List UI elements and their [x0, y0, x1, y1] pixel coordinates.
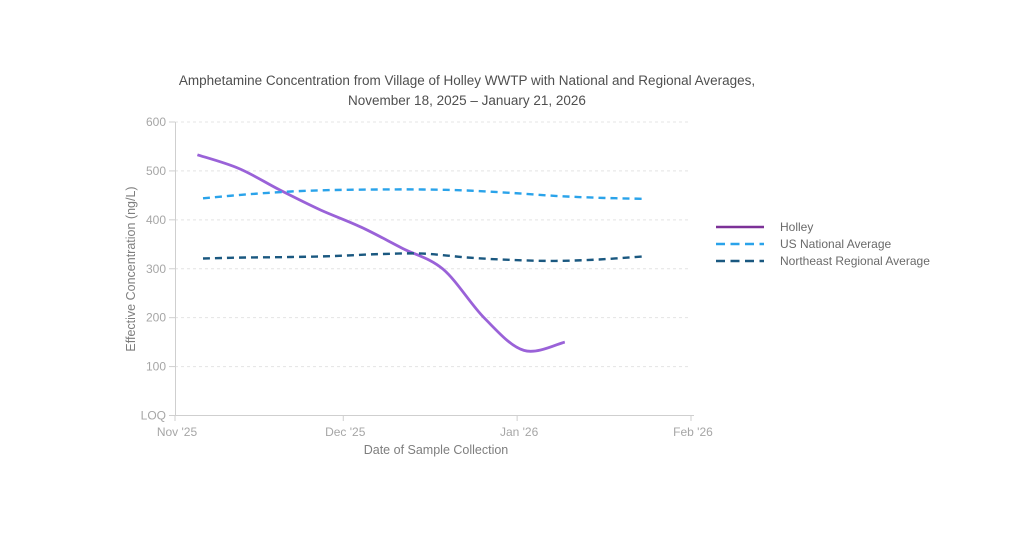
legend-label-us-national-average: US National Average	[780, 237, 892, 252]
y-tick-label-100: 100	[146, 360, 166, 374]
y-tick-label-LOQ: LOQ	[141, 409, 166, 423]
y-axis-title: Effective Concentration (ng/L)	[124, 186, 138, 352]
x-tick-label-dec-25: Dec '25	[325, 425, 366, 439]
x-axis-title: Date of Sample Collection	[363, 443, 509, 457]
y-tick-label-600: 600	[146, 115, 166, 129]
chart-title-line1: Amphetamine Concentration from Village o…	[178, 73, 756, 88]
legend-label-holley: Holley	[780, 219, 814, 234]
legend-item-holley: Holley	[716, 218, 930, 235]
legend-item-northeast-regional-average: Northeast Regional Average	[716, 253, 930, 270]
x-tick-label-feb-26: Feb '26	[673, 425, 713, 439]
y-tick-label-300: 300	[146, 262, 166, 276]
legend-swatch-us-national-average-icon	[716, 242, 764, 246]
us-national-average-line	[202, 188, 643, 200]
y-tick-label-200: 200	[146, 311, 166, 325]
legend-swatch-northeast-regional-average-icon	[716, 260, 764, 263]
legend-label-northeast-regional-average: Northeast Regional Average	[780, 254, 930, 269]
chart-title: Amphetamine Concentration from Village o…	[0, 71, 934, 111]
y-tick-label-500: 500	[146, 164, 166, 178]
holley-line	[196, 153, 566, 353]
chart-title-line2: November 18, 2025 – January 21, 2026	[348, 93, 586, 108]
northeast-regional-average-line	[202, 252, 643, 263]
x-tick-label-jan-26: Jan '26	[500, 425, 539, 439]
legend-swatch-holley-icon	[716, 225, 764, 228]
legend-item-us-national-average: US National Average	[716, 235, 930, 252]
x-tick-label-nov-25: Nov '25	[157, 425, 198, 439]
chart-legend: Holley US National Average Northeast Regio…	[716, 218, 930, 270]
y-tick-label-400: 400	[146, 213, 166, 227]
